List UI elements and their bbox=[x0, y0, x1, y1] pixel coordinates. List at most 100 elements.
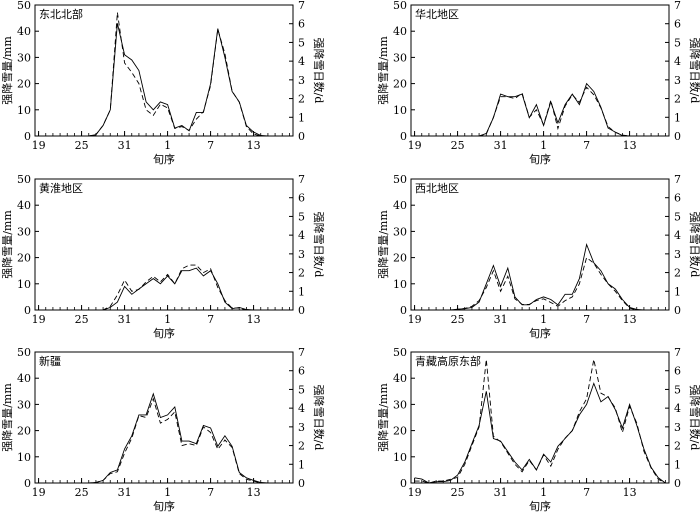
y-left-tick-label: 20 bbox=[17, 252, 31, 265]
y-right-axis-title: 强降雪日数/d bbox=[688, 38, 700, 104]
y-right-tick-label: 6 bbox=[298, 18, 305, 31]
x-tick-label: 31 bbox=[118, 313, 132, 326]
y-right-tick-label: 5 bbox=[298, 36, 305, 49]
y-right-tick-label: 2 bbox=[298, 93, 305, 106]
dashed-series-line bbox=[414, 359, 666, 484]
y-left-tick-label: 10 bbox=[17, 451, 31, 464]
y-right-tick-label: 3 bbox=[298, 421, 305, 434]
panel-title: 华北地区 bbox=[415, 7, 459, 21]
x-tick-label: 13 bbox=[247, 313, 261, 326]
plot-frame bbox=[410, 178, 670, 311]
y-right-tick-label: 0 bbox=[674, 477, 681, 490]
y-left-tick-label: 40 bbox=[393, 25, 407, 38]
x-tick-label: 1 bbox=[540, 139, 547, 152]
solid-series-line bbox=[414, 382, 666, 484]
y-right-tick-label: 7 bbox=[298, 0, 305, 12]
y-left-tick-label: 40 bbox=[17, 25, 31, 38]
x-tick-label: 7 bbox=[583, 313, 590, 326]
y-right-tick-label: 0 bbox=[298, 477, 305, 490]
y-left-axis-title: 强降雪量/mm bbox=[0, 210, 14, 279]
x-tick-label: 1 bbox=[164, 139, 171, 152]
y-right-tick-label: 5 bbox=[674, 210, 681, 223]
y-left-tick-label: 50 bbox=[393, 173, 407, 186]
plot-frame bbox=[34, 4, 294, 137]
solid-series-line bbox=[38, 392, 290, 484]
x-tick-label: 19 bbox=[408, 139, 422, 152]
y-right-tick-label: 4 bbox=[674, 229, 681, 242]
y-right-tick-label: 6 bbox=[298, 365, 305, 378]
y-right-tick-label: 4 bbox=[674, 55, 681, 68]
y-right-tick-label: 1 bbox=[298, 458, 305, 471]
y-left-tick-label: 50 bbox=[17, 346, 31, 359]
y-right-tick-label: 1 bbox=[674, 285, 681, 298]
y-left-tick-label: 20 bbox=[393, 78, 407, 91]
y-left-tick-label: 10 bbox=[17, 278, 31, 291]
y-left-tick-label: 30 bbox=[17, 225, 31, 238]
dashed-series-line bbox=[414, 256, 666, 311]
x-tick-label: 19 bbox=[408, 313, 422, 326]
plot-frame bbox=[410, 351, 670, 484]
x-axis-title: 旬序 bbox=[153, 152, 175, 166]
panel-title: 黄淮地区 bbox=[39, 181, 83, 195]
x-tick-label: 31 bbox=[118, 486, 132, 499]
y-right-axis-title: 强降雪日数/d bbox=[688, 385, 700, 451]
y-right-tick-label: 1 bbox=[674, 111, 681, 124]
y-right-tick-label: 5 bbox=[298, 210, 305, 223]
x-tick-label: 1 bbox=[164, 486, 171, 499]
y-right-tick-label: 4 bbox=[298, 55, 305, 68]
y-left-tick-label: 10 bbox=[393, 278, 407, 291]
y-left-axis-title: 强降雪量/mm bbox=[0, 383, 14, 452]
y-left-tick-label: 40 bbox=[17, 199, 31, 212]
solid-series-line bbox=[38, 23, 290, 137]
x-tick-label: 25 bbox=[451, 139, 465, 152]
y-right-tick-label: 0 bbox=[674, 130, 681, 143]
x-tick-label: 7 bbox=[583, 139, 590, 152]
y-right-tick-label: 3 bbox=[298, 248, 305, 261]
x-tick-label: 1 bbox=[540, 486, 547, 499]
y-right-tick-label: 6 bbox=[298, 192, 305, 205]
y-left-tick-label: 0 bbox=[24, 477, 31, 490]
plot-frame bbox=[34, 178, 294, 311]
y-left-tick-label: 40 bbox=[393, 199, 407, 212]
y-left-tick-label: 30 bbox=[393, 51, 407, 64]
y-right-tick-label: 2 bbox=[674, 93, 681, 106]
y-left-tick-label: 0 bbox=[400, 130, 407, 143]
y-left-tick-label: 30 bbox=[393, 398, 407, 411]
y-right-tick-label: 1 bbox=[298, 111, 305, 124]
y-left-tick-label: 30 bbox=[17, 398, 31, 411]
x-tick-label: 19 bbox=[32, 486, 46, 499]
x-tick-label: 31 bbox=[494, 313, 508, 326]
y-left-axis-title: 强降雪量/mm bbox=[376, 383, 390, 452]
y-right-tick-label: 3 bbox=[298, 74, 305, 87]
y-right-tick-label: 1 bbox=[674, 458, 681, 471]
y-left-tick-label: 40 bbox=[17, 372, 31, 385]
x-tick-label: 19 bbox=[408, 486, 422, 499]
y-left-tick-label: 0 bbox=[24, 130, 31, 143]
y-right-tick-label: 0 bbox=[298, 304, 305, 317]
y-right-tick-label: 7 bbox=[298, 173, 305, 186]
y-left-tick-label: 10 bbox=[393, 104, 407, 117]
x-tick-label: 31 bbox=[494, 139, 508, 152]
x-tick-label: 31 bbox=[494, 486, 508, 499]
y-left-tick-label: 0 bbox=[400, 477, 407, 490]
solid-series-line bbox=[414, 82, 666, 137]
panel-title: 西北地区 bbox=[415, 182, 459, 195]
y-left-tick-label: 20 bbox=[17, 78, 31, 91]
dashed-series-line bbox=[38, 264, 290, 311]
y-right-tick-label: 3 bbox=[674, 248, 681, 261]
plot-frame bbox=[34, 351, 294, 484]
x-tick-label: 1 bbox=[540, 313, 547, 326]
x-axis-title: 旬序 bbox=[529, 152, 551, 166]
y-right-tick-label: 6 bbox=[674, 365, 681, 378]
y-right-tick-label: 4 bbox=[298, 402, 305, 415]
x-axis-title: 旬序 bbox=[153, 326, 175, 340]
y-right-tick-label: 7 bbox=[674, 346, 681, 359]
y-right-tick-label: 5 bbox=[298, 383, 305, 396]
y-left-tick-label: 50 bbox=[393, 346, 407, 359]
y-left-tick-label: 20 bbox=[393, 252, 407, 265]
panel-title: 东北北部 bbox=[39, 7, 83, 21]
